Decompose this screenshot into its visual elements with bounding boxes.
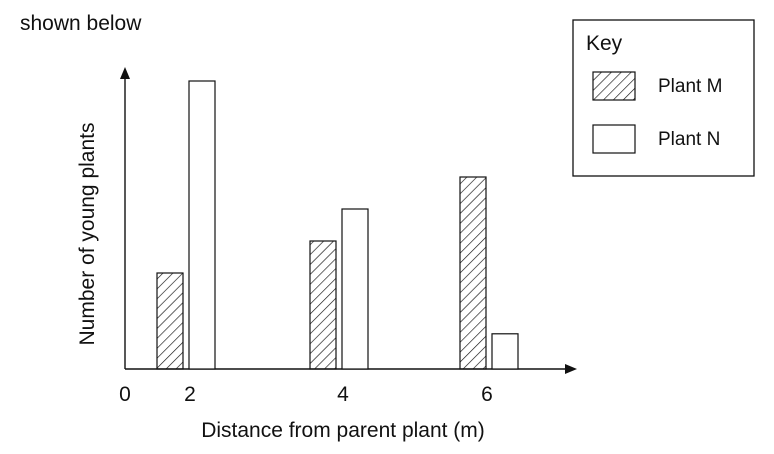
y-axis-arrow — [120, 67, 130, 79]
x-tick-label: 0 — [119, 383, 131, 406]
chart-bars — [156, 80, 519, 370]
legend: Key Plant M Plant N — [572, 19, 755, 177]
x-tick-label: 2 — [184, 383, 196, 406]
bar-plant-m-4m — [309, 240, 337, 370]
x-tick-label: 4 — [337, 383, 349, 406]
legend-title: Key — [586, 32, 623, 55]
legend-swatch-plant-m — [592, 71, 636, 101]
legend-label-plant-n: Plant N — [658, 129, 720, 150]
legend-label-plant-m: Plant M — [658, 76, 722, 97]
bar-plant-m-2m — [156, 272, 184, 370]
bar-plant-n-2m — [188, 80, 216, 370]
x-axis-label: Distance from parent plant (m) — [201, 419, 485, 442]
x-tick-labels: 0 2 4 6 — [119, 383, 493, 406]
y-axis-label: Number of young plants — [76, 123, 99, 346]
caption-text: shown below — [20, 12, 142, 35]
x-axis-arrow — [565, 364, 577, 374]
bar-plant-m-6m — [459, 176, 487, 370]
x-tick-label: 6 — [481, 383, 493, 406]
bar-plant-n-6m — [491, 333, 519, 370]
bar-plant-n-4m — [341, 208, 369, 370]
legend-swatch-plant-n — [592, 124, 636, 154]
